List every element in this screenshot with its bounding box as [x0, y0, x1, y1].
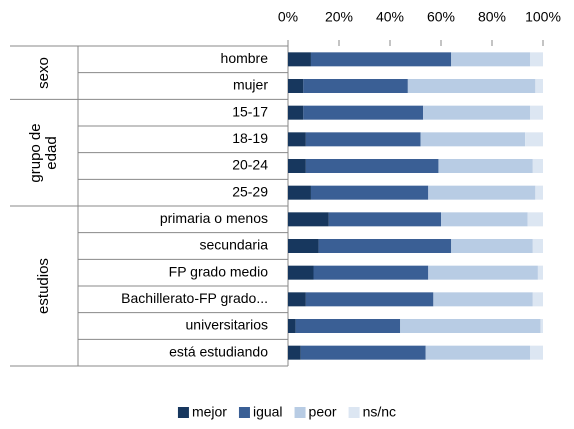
category-label: Bachillerato-FP grado...: [121, 290, 268, 306]
bar-segment: [305, 159, 439, 173]
bar-segment: [288, 159, 306, 173]
bar-segment: [288, 105, 304, 120]
bar-segment: [295, 319, 401, 333]
category-label: hombre: [221, 50, 269, 66]
category-label: 25-29: [232, 183, 268, 199]
bar-segment: [400, 319, 541, 333]
bar-segment: [288, 185, 311, 200]
bar-segment: [310, 185, 429, 200]
legend-label: ns/nc: [363, 404, 396, 420]
bar-segment: [441, 212, 528, 227]
legend-swatch: [238, 407, 250, 418]
bar-segment: [433, 292, 533, 307]
bar-segment: [532, 292, 543, 307]
legend-swatch: [177, 407, 189, 418]
bar-segment: [288, 345, 301, 360]
legend-label: igual: [253, 404, 283, 420]
bar-segment: [407, 79, 536, 93]
category-label: 18-19: [232, 130, 268, 146]
bar-segment: [530, 52, 543, 67]
bar-segment: [288, 265, 314, 280]
x-tick-label: 0%: [278, 9, 298, 25]
bar-segment: [428, 185, 536, 200]
legend-label: peor: [309, 404, 337, 420]
category-label: universitarios: [186, 317, 268, 333]
x-tick-label: 20%: [325, 9, 353, 25]
bar-segment: [438, 159, 533, 173]
bar-segment: [288, 212, 329, 227]
legend-swatch: [348, 407, 360, 418]
bar-segment: [310, 52, 452, 67]
category-label: está estudiando: [169, 343, 268, 359]
bar-segment: [288, 132, 306, 147]
legend-swatch: [294, 407, 306, 418]
bar-segment: [428, 265, 538, 280]
bar-segment: [303, 105, 424, 120]
bar-segment: [451, 52, 531, 67]
category-label: 15-17: [232, 103, 268, 119]
group-label: grupo de edad: [27, 123, 60, 183]
x-tick-label: 80%: [478, 9, 506, 25]
bar-segment: [305, 132, 421, 147]
bar-segment: [425, 345, 531, 360]
bar-segment: [530, 105, 543, 120]
bar-segment: [305, 292, 434, 307]
bar-segment: [288, 319, 296, 333]
x-tick-label: 40%: [376, 9, 404, 25]
category-label: 20-24: [232, 157, 268, 173]
bar-segment: [328, 212, 441, 227]
category-label: secundaria: [200, 237, 269, 253]
bar-segment: [288, 52, 311, 67]
bar-segment: [313, 265, 429, 280]
category-label: FP grado medio: [169, 263, 269, 279]
bar-segment: [303, 79, 408, 93]
bar-segment: [420, 132, 526, 147]
bar-segment: [288, 292, 306, 307]
category-label: mujer: [233, 77, 268, 93]
category-label: primaria o menos: [160, 210, 268, 226]
bar-segment: [540, 319, 543, 333]
bar-segment: [527, 212, 543, 227]
bar-segment: [537, 265, 543, 280]
bar-segment: [318, 239, 452, 253]
x-tick-label: 60%: [427, 9, 455, 25]
group-label: estudios: [35, 258, 52, 314]
bar-segment: [532, 239, 543, 253]
bar-segment: [288, 239, 319, 253]
x-tick-label: 100%: [525, 9, 561, 25]
bar-segment: [423, 105, 531, 120]
bar-segment: [530, 345, 543, 360]
bar-segment: [535, 79, 543, 93]
bar-segment: [288, 79, 304, 93]
legend-label: mejor: [192, 404, 227, 420]
group-label: sexo: [35, 56, 52, 89]
bar-segment: [451, 239, 533, 253]
bar-segment: [300, 345, 426, 360]
bar-segment: [535, 185, 543, 200]
bar-segment: [525, 132, 543, 147]
bar-segment: [532, 159, 543, 173]
